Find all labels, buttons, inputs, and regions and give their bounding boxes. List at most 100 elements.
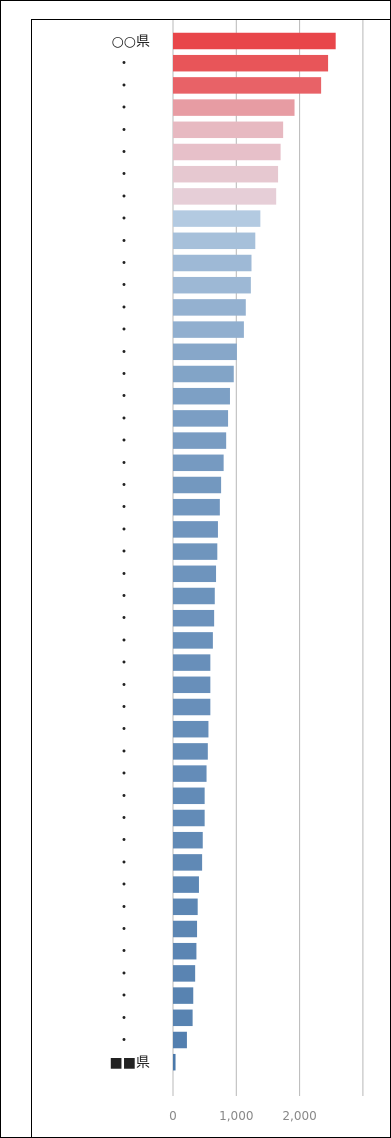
bar-2 bbox=[173, 54, 329, 72]
category-label-28: ・ bbox=[117, 633, 131, 649]
category-label-21: ・ bbox=[117, 478, 131, 494]
bar-11 bbox=[173, 254, 252, 272]
bar-8 bbox=[173, 188, 277, 205]
bar-38 bbox=[173, 854, 203, 871]
bar-10 bbox=[173, 232, 256, 250]
bar-16 bbox=[173, 365, 234, 383]
category-label-46: ・ bbox=[117, 1033, 131, 1049]
category-label-17: ・ bbox=[117, 389, 131, 405]
bar-14 bbox=[173, 321, 244, 338]
bar-12 bbox=[173, 276, 251, 294]
bar-13 bbox=[173, 299, 246, 316]
bar-23 bbox=[173, 521, 218, 538]
category-label-29: ・ bbox=[117, 656, 131, 672]
bar-18 bbox=[173, 410, 229, 427]
bar-27 bbox=[173, 609, 215, 627]
category-label-22: ・ bbox=[117, 500, 131, 516]
category-labels: ○○県・・・・・・・・・・・・・・・・・・・・・・・・・・・・・・・・・・・・・… bbox=[110, 34, 150, 1071]
category-label-6: ・ bbox=[117, 145, 131, 161]
x-tick-labels: 0 1,000 2,000 bbox=[169, 1109, 317, 1123]
bar-44 bbox=[173, 987, 194, 1004]
category-label-35: ・ bbox=[117, 789, 131, 805]
bar-21 bbox=[173, 476, 222, 494]
category-label-31: ・ bbox=[117, 700, 131, 716]
bar-17 bbox=[173, 387, 230, 405]
category-label-8: ・ bbox=[117, 189, 131, 205]
x-tick-label-0: 0 bbox=[169, 1109, 177, 1123]
category-label-15: ・ bbox=[117, 345, 131, 361]
category-label-30: ・ bbox=[117, 678, 131, 694]
category-label-9: ・ bbox=[117, 212, 131, 228]
category-label-38: ・ bbox=[117, 855, 131, 871]
bar-36 bbox=[173, 809, 205, 827]
bar-30 bbox=[173, 676, 211, 694]
bar-26 bbox=[173, 587, 215, 605]
category-label-45: ・ bbox=[117, 1011, 131, 1027]
category-label-42: ・ bbox=[117, 944, 131, 960]
bar-7 bbox=[173, 165, 279, 183]
bar-47 bbox=[173, 1053, 176, 1071]
category-label-2: ・ bbox=[117, 56, 131, 72]
bar-9 bbox=[173, 210, 261, 227]
category-label-36: ・ bbox=[117, 811, 131, 827]
bar-6 bbox=[173, 143, 281, 161]
bar-40 bbox=[173, 898, 198, 916]
bar-32 bbox=[173, 720, 209, 738]
category-label-19: ・ bbox=[117, 434, 131, 450]
x-tick-label-1: 1,000 bbox=[219, 1109, 253, 1123]
category-label-5: ・ bbox=[117, 123, 131, 139]
category-label-10: ・ bbox=[117, 234, 131, 250]
category-label-3: ・ bbox=[117, 78, 131, 94]
category-label-34: ・ bbox=[117, 767, 131, 783]
category-label-4: ・ bbox=[117, 101, 131, 117]
bar-chart: ○○県・・・・・・・・・・・・・・・・・・・・・・・・・・・・・・・・・・・・・… bbox=[110, 20, 364, 1123]
bar-35 bbox=[173, 787, 205, 805]
category-label-16: ・ bbox=[117, 367, 131, 383]
bar-24 bbox=[173, 543, 218, 560]
category-label-33: ・ bbox=[117, 744, 131, 760]
category-label-12: ・ bbox=[117, 278, 131, 294]
bar-19 bbox=[173, 432, 227, 449]
category-label-18: ・ bbox=[117, 411, 131, 427]
category-label-27: ・ bbox=[117, 611, 131, 627]
category-label-40: ・ bbox=[117, 900, 131, 916]
bar-37 bbox=[173, 831, 203, 849]
category-label-39: ・ bbox=[117, 878, 131, 894]
category-label-41: ・ bbox=[117, 922, 131, 938]
bar-34 bbox=[173, 765, 207, 782]
category-label-13: ・ bbox=[117, 300, 131, 316]
bar-22 bbox=[173, 498, 220, 516]
category-label-24: ・ bbox=[117, 545, 131, 561]
bar-28 bbox=[173, 632, 213, 649]
bar-31 bbox=[173, 698, 211, 716]
category-label-7: ・ bbox=[117, 167, 131, 183]
bar-29 bbox=[173, 654, 211, 671]
category-label-20: ・ bbox=[117, 456, 131, 472]
category-label-25: ・ bbox=[117, 567, 131, 583]
bar-41 bbox=[173, 920, 198, 938]
bar-39 bbox=[173, 876, 199, 893]
bar-1 bbox=[173, 32, 336, 50]
bar-15 bbox=[173, 343, 237, 361]
chart-panel: ○○県・・・・・・・・・・・・・・・・・・・・・・・・・・・・・・・・・・・・・… bbox=[31, 19, 391, 1138]
category-label-32: ・ bbox=[117, 722, 131, 738]
x-tick-label-2: 2,000 bbox=[282, 1109, 316, 1123]
category-label-1: ○○県 bbox=[112, 34, 150, 50]
category-label-26: ・ bbox=[117, 589, 131, 605]
category-label-43: ・ bbox=[117, 966, 131, 982]
bar-20 bbox=[173, 454, 224, 472]
category-label-23: ・ bbox=[117, 522, 131, 538]
category-label-11: ・ bbox=[117, 256, 131, 272]
bars bbox=[173, 32, 336, 1071]
bar-4 bbox=[173, 99, 295, 116]
bar-25 bbox=[173, 565, 217, 583]
bar-5 bbox=[173, 121, 284, 139]
bar-43 bbox=[173, 965, 196, 982]
category-label-37: ・ bbox=[117, 833, 131, 849]
bar-33 bbox=[173, 743, 208, 760]
bar-45 bbox=[173, 1009, 193, 1027]
category-label-14: ・ bbox=[117, 323, 131, 339]
bar-46 bbox=[173, 1031, 187, 1049]
category-label-44: ・ bbox=[117, 989, 131, 1005]
category-label-47: ■■県 bbox=[110, 1055, 150, 1071]
